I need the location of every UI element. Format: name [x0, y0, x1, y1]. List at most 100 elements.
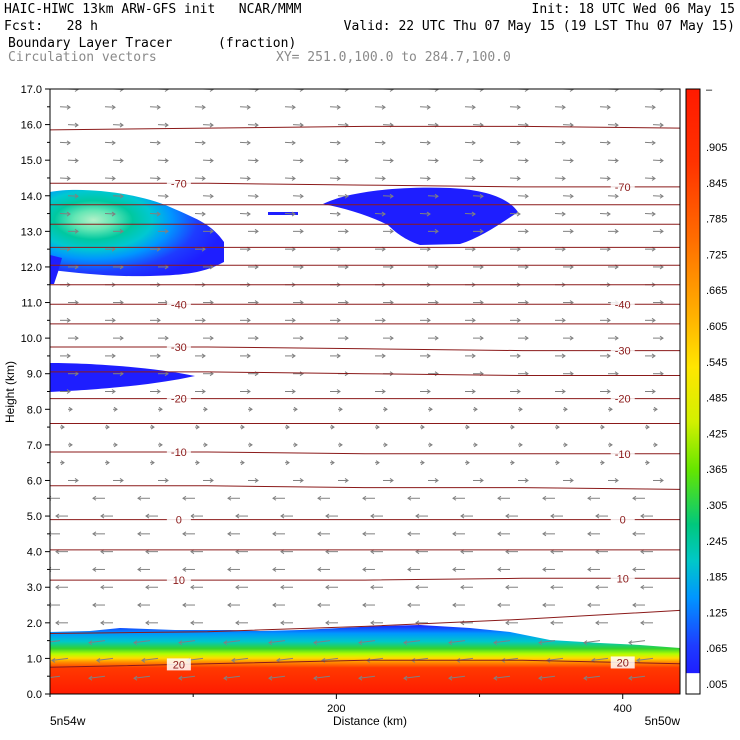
- y-tick-label: 3.0: [27, 582, 42, 594]
- wind-vector-head: [330, 460, 335, 466]
- wind-vector-head: [497, 531, 502, 537]
- isotherm-line: [50, 577, 680, 581]
- boundary-layer-tracer: [50, 625, 680, 694]
- wind-vector-head: [209, 478, 214, 483]
- wind-vector-head: [614, 158, 619, 164]
- wind-vector-head: [563, 442, 568, 448]
- wind-vector: [472, 124, 484, 126]
- wind-vector-head: [518, 442, 523, 448]
- isotherm-line: [50, 125, 680, 131]
- wind-vector-head: [293, 442, 298, 448]
- wind-vector-head: [434, 371, 439, 377]
- header-init-time: Init: 18 UTC Wed 06 May 15: [531, 2, 736, 17]
- wind-vector: [374, 177, 386, 179]
- wind-vector-head: [272, 531, 277, 537]
- wind-vector-head: [317, 602, 322, 608]
- isotherm-label-bg: [166, 298, 191, 311]
- wind-vector: [644, 106, 656, 108]
- wind-vector: [104, 141, 116, 144]
- wind-vector-head: [587, 602, 592, 608]
- wind-vector-head: [156, 389, 161, 394]
- wind-vector-head: [254, 158, 259, 164]
- wind-vector-head: [291, 104, 296, 110]
- wind-vector-head: [336, 389, 341, 394]
- wind-vector-head: [375, 424, 380, 430]
- wind-vector: [652, 124, 664, 126]
- wind-vector-head: [201, 317, 206, 323]
- wind-vector: [448, 640, 466, 644]
- wind-vector-head: [524, 335, 529, 341]
- wind-vector-head: [628, 675, 633, 681]
- wind-vector-head: [44, 641, 47, 645]
- wind-vector: [239, 141, 251, 144]
- wind-vector: [231, 657, 249, 661]
- wind-vector-head: [505, 584, 510, 590]
- wind-vector: [88, 640, 106, 644]
- wind-vector-head: [133, 640, 138, 646]
- wind-vector-head: [542, 495, 547, 501]
- wind-vector-head: [178, 640, 183, 646]
- wind-vector-head: [344, 478, 349, 483]
- wind-vector-head: [434, 193, 439, 199]
- wind-vector: [509, 106, 521, 108]
- wind-vector-head: [614, 228, 619, 234]
- wind-vector-head: [119, 193, 124, 199]
- wind-vector: [313, 675, 331, 679]
- wind-vector-head: [280, 620, 285, 626]
- colorbar-top-label: –: [706, 84, 713, 96]
- y-tick-label: 12.0: [21, 262, 42, 274]
- wind-vector-head: [632, 495, 637, 501]
- wind-vector-head: [60, 460, 65, 466]
- wind-vector-head: [111, 104, 116, 110]
- wind-vector-head: [248, 406, 253, 412]
- isotherm-label-bg: [166, 341, 191, 354]
- colorbar-label: .545: [706, 357, 727, 369]
- wind-vector-head: [471, 176, 476, 181]
- wind-vector-head: [516, 140, 521, 146]
- wind-vector-head: [74, 158, 79, 164]
- wind-vector-head: [434, 158, 439, 164]
- wind-vector-head: [448, 640, 453, 646]
- wind-vector-head: [55, 620, 60, 626]
- isotherm-label-bg: [610, 392, 635, 405]
- wind-vector-head: [381, 353, 386, 359]
- wind-vector-head: [518, 406, 523, 412]
- wind-vector: [50, 675, 61, 678]
- wind-vector-head: [51, 657, 56, 663]
- wind-vector-head: [325, 513, 330, 519]
- wind-vector-head: [223, 640, 228, 646]
- wind-vector-head: [66, 104, 71, 110]
- wind-vector: [329, 177, 341, 179]
- wind-vector-head: [272, 495, 277, 501]
- wind-vector: [599, 177, 611, 179]
- wind-vector: [133, 640, 151, 644]
- wind-vector-head: [569, 228, 574, 234]
- wind-vector-head: [344, 158, 349, 164]
- wind-vector-head: [317, 567, 322, 572]
- wind-vector: [464, 177, 476, 179]
- y-tick-label: 14.0: [21, 191, 42, 203]
- wind-vector-head: [336, 104, 341, 110]
- wind-vector-head: [119, 122, 124, 128]
- wind-vector-head: [516, 317, 521, 323]
- wind-vector-head: [299, 122, 304, 128]
- wind-vector-head: [479, 193, 484, 199]
- wind-vector: [448, 675, 466, 679]
- wind-vector-head: [383, 442, 388, 448]
- wind-vector-head: [254, 122, 259, 128]
- wind-vector-head: [550, 513, 555, 519]
- wind-vector: [652, 195, 664, 197]
- wind-vector-head: [587, 567, 592, 572]
- wind-vector-head: [209, 228, 214, 234]
- wind-vector-head: [254, 335, 259, 341]
- wind-vector: [112, 159, 124, 162]
- colorbar: [685, 88, 701, 695]
- colorbar-label: .365: [706, 464, 727, 476]
- wind-vector: [493, 640, 511, 644]
- wind-vector-head: [317, 495, 322, 501]
- wind-vector-head: [195, 424, 200, 430]
- wind-vector: [517, 195, 529, 197]
- wind-vector-head: [516, 389, 521, 394]
- y-axis-label: Height (km): [3, 361, 17, 423]
- wind-vector: [329, 106, 341, 108]
